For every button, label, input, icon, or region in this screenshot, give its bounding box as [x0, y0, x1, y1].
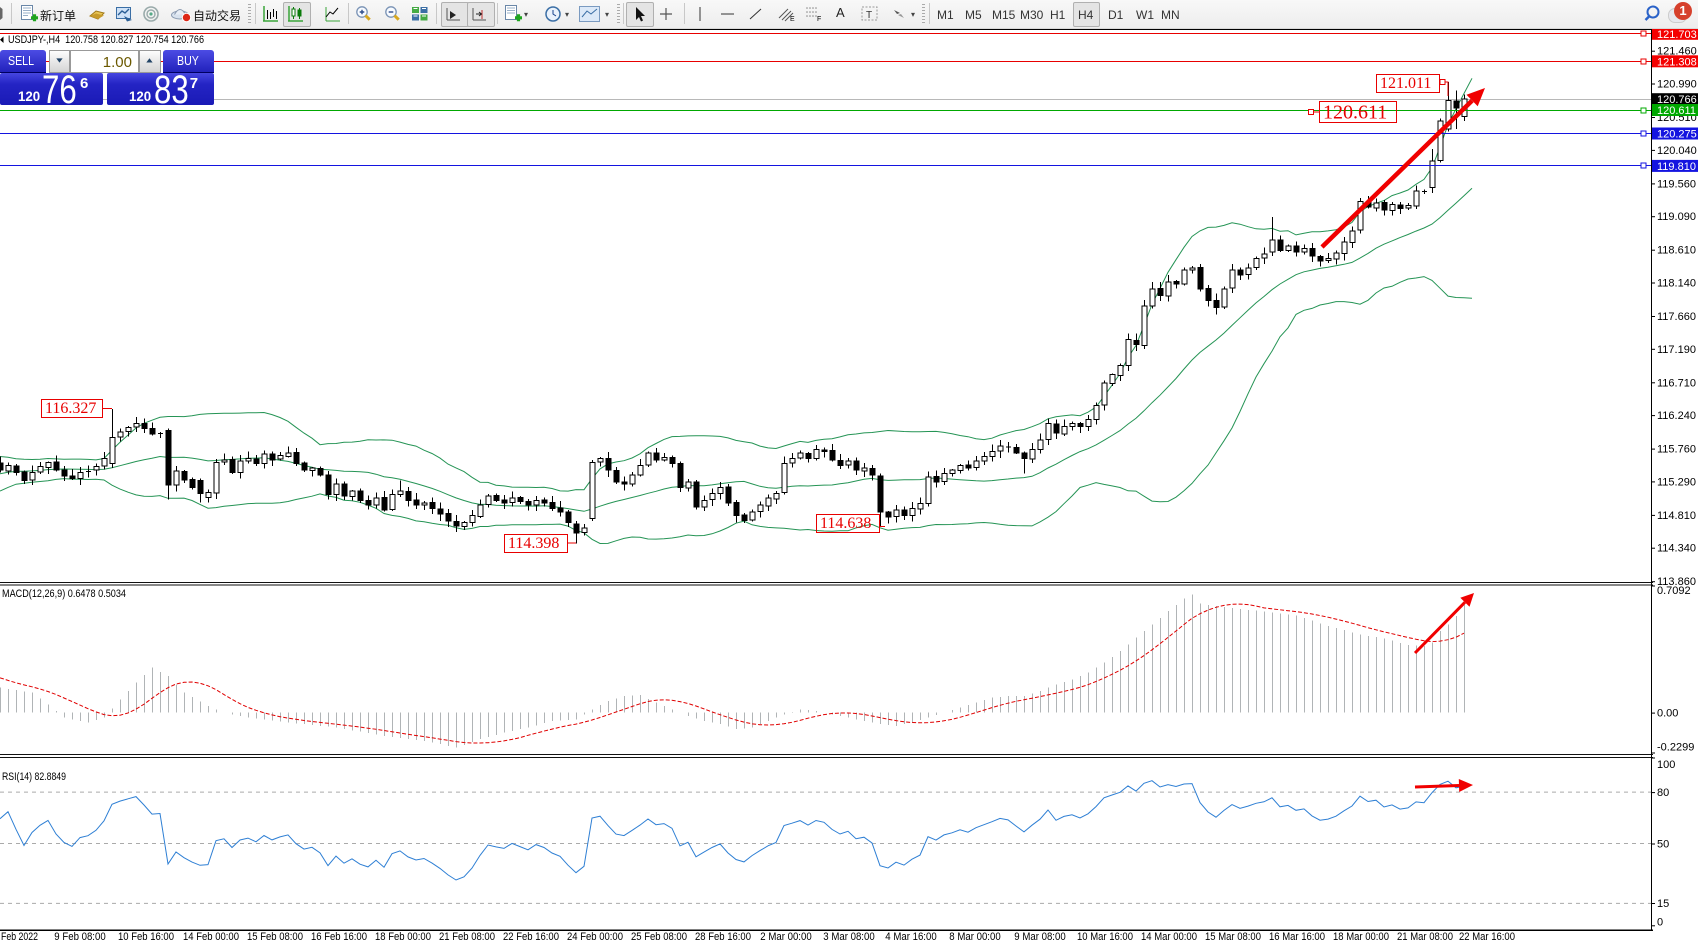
svg-text:119.560: 119.560 [1657, 178, 1696, 190]
svg-text:10 Mar 16:00: 10 Mar 16:00 [1077, 931, 1133, 943]
svg-text:120.611: 120.611 [1323, 102, 1387, 124]
svg-text:114.398: 114.398 [508, 535, 559, 552]
svg-text:9 Feb 08:00: 9 Feb 08:00 [54, 931, 105, 943]
svg-text:121.308: 121.308 [1657, 56, 1697, 68]
svg-text:3 Mar 08:00: 3 Mar 08:00 [823, 931, 874, 943]
svg-text:2 Mar 00:00: 2 Mar 00:00 [760, 931, 811, 943]
svg-text:8 Mar 00:00: 8 Mar 00:00 [949, 931, 1000, 943]
svg-text:80: 80 [1657, 787, 1669, 799]
svg-text:MACD(12,26,9) 0.6478 0.5034: MACD(12,26,9) 0.6478 0.5034 [2, 588, 126, 600]
svg-text:RSI(14) 82.8849: RSI(14) 82.8849 [2, 771, 66, 783]
svg-text:115.290: 115.290 [1657, 476, 1696, 488]
svg-text:F: F [817, 16, 821, 23]
svg-text:0: 0 [1657, 916, 1663, 928]
svg-text:120.275: 120.275 [1657, 129, 1697, 141]
svg-text:118.140: 118.140 [1657, 278, 1696, 290]
svg-text:USDJPY-,H4 120.758 120.827 12: USDJPY-,H4 120.758 120.827 120.754 120.7… [8, 34, 204, 46]
svg-text:25 Feb 08:00: 25 Feb 08:00 [631, 931, 687, 943]
svg-text:E: E [790, 16, 795, 23]
svg-text:116.240: 116.240 [1657, 410, 1696, 422]
svg-text:0.7092: 0.7092 [1657, 585, 1691, 597]
svg-text:120.040: 120.040 [1657, 145, 1697, 157]
svg-text:117.190: 117.190 [1657, 344, 1696, 356]
svg-text:22 Mar 16:00: 22 Mar 16:00 [1459, 931, 1515, 943]
svg-text:116.710: 116.710 [1657, 377, 1696, 389]
svg-text:28 Feb 16:00: 28 Feb 16:00 [695, 931, 751, 943]
svg-text:15 Mar 08:00: 15 Mar 08:00 [1205, 931, 1261, 943]
svg-text:100: 100 [1657, 759, 1675, 771]
svg-text:21 Feb 08:00: 21 Feb 08:00 [439, 931, 495, 943]
svg-text:114.810: 114.810 [1657, 510, 1696, 522]
svg-text:15: 15 [1657, 898, 1669, 910]
svg-text:120.611: 120.611 [1657, 105, 1696, 117]
svg-text:22 Feb 16:00: 22 Feb 16:00 [503, 931, 559, 943]
svg-text:114.340: 114.340 [1657, 543, 1696, 555]
svg-text:119.090: 119.090 [1657, 211, 1696, 223]
svg-text:-0.2299: -0.2299 [1657, 742, 1694, 754]
svg-text:121.011: 121.011 [1380, 75, 1431, 92]
svg-text:16 Feb 16:00: 16 Feb 16:00 [311, 931, 367, 943]
svg-text:120.990: 120.990 [1657, 79, 1697, 91]
svg-text:Feb 2022: Feb 2022 [1, 931, 38, 943]
svg-text:113.860: 113.860 [1657, 576, 1696, 588]
svg-text:24 Feb 00:00: 24 Feb 00:00 [567, 931, 623, 943]
svg-text:119.810: 119.810 [1657, 161, 1696, 173]
svg-text:15 Feb 08:00: 15 Feb 08:00 [247, 931, 303, 943]
svg-text:21 Mar 08:00: 21 Mar 08:00 [1397, 931, 1453, 943]
svg-text:118.610: 118.610 [1657, 245, 1696, 257]
svg-text:18 Feb 00:00: 18 Feb 00:00 [375, 931, 431, 943]
svg-text:114.638: 114.638 [820, 515, 871, 532]
svg-text:117.660: 117.660 [1657, 311, 1696, 323]
svg-text:50: 50 [1657, 839, 1669, 851]
svg-text:18 Mar 00:00: 18 Mar 00:00 [1333, 931, 1389, 943]
svg-text:121.460: 121.460 [1657, 46, 1697, 58]
svg-text:T: T [866, 10, 872, 21]
svg-text:4 Mar 16:00: 4 Mar 16:00 [885, 931, 936, 943]
svg-text:16 Mar 16:00: 16 Mar 16:00 [1269, 931, 1325, 943]
svg-text:10 Feb 16:00: 10 Feb 16:00 [118, 931, 174, 943]
svg-text:116.327: 116.327 [45, 400, 96, 417]
svg-text:0.00: 0.00 [1657, 708, 1678, 720]
svg-text:121.703: 121.703 [1657, 29, 1697, 41]
svg-text:14 Feb 00:00: 14 Feb 00:00 [183, 931, 239, 943]
svg-text:120.766: 120.766 [1657, 94, 1697, 106]
svg-text:14 Mar 00:00: 14 Mar 00:00 [1141, 931, 1197, 943]
svg-text:9 Mar 08:00: 9 Mar 08:00 [1014, 931, 1065, 943]
svg-text:115.760: 115.760 [1657, 444, 1696, 456]
